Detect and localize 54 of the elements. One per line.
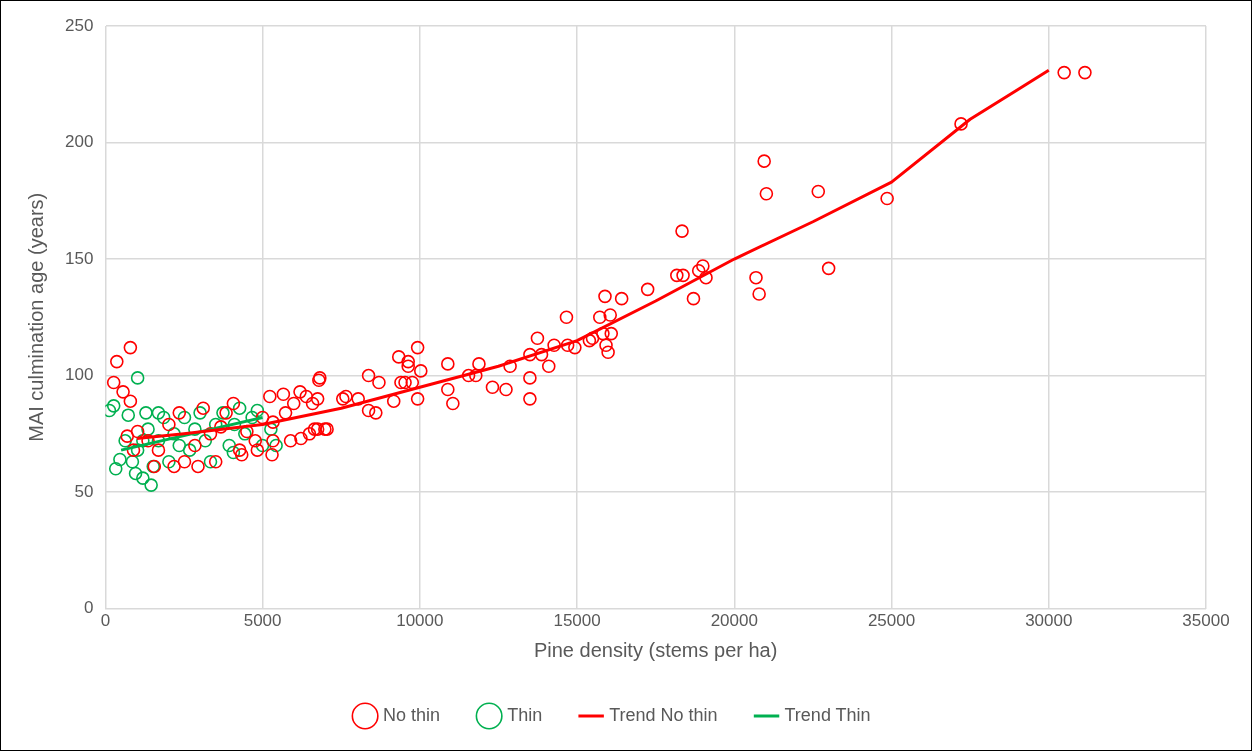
y-tick-label: 150: [64, 248, 94, 268]
point: [128, 466, 143, 481]
x-tick-label: 30000: [1025, 611, 1073, 631]
point: [130, 443, 145, 457]
y-tick-label: 200: [64, 132, 94, 152]
point: [226, 445, 241, 460]
legend-label: Thin: [507, 704, 543, 725]
point: [203, 454, 218, 469]
point: [125, 454, 140, 469]
y-axis-title: MAI culmination age (years): [24, 192, 47, 442]
point: [156, 410, 171, 425]
point: [108, 461, 123, 476]
y-tick-label: 0: [83, 598, 94, 618]
point: [162, 454, 176, 469]
point: [151, 406, 166, 420]
x-tick-label: 5000: [243, 611, 282, 631]
x-tick-label: 15000: [553, 611, 601, 631]
point: [151, 434, 166, 448]
point: [106, 399, 121, 413]
point: [222, 438, 237, 453]
legend-label: Trend No thin: [609, 704, 718, 725]
point: [264, 422, 278, 436]
legend-label: Trend Thin: [784, 704, 871, 725]
x-tick-label: 10000: [396, 611, 444, 631]
point: [193, 406, 207, 420]
x-tick-label: 0: [100, 611, 111, 631]
y-tick-label: 250: [64, 15, 94, 35]
point: [250, 403, 265, 418]
point: [130, 371, 145, 385]
point: [167, 427, 181, 441]
point: [141, 422, 155, 436]
point: [172, 438, 187, 453]
point: [198, 434, 213, 448]
y-tick-label: 100: [64, 365, 94, 385]
point: [232, 401, 247, 415]
x-tick-label: 25000: [867, 611, 916, 631]
x-axis-title: Pine density (stems per ha): [533, 638, 778, 661]
point: [245, 410, 259, 425]
point: [136, 471, 150, 485]
point: [255, 438, 270, 453]
point: [269, 438, 283, 453]
point: [139, 406, 153, 420]
y-tick-label: 50: [74, 481, 94, 501]
point: [118, 434, 132, 448]
point: [113, 452, 127, 467]
point: [144, 478, 158, 492]
point: [227, 417, 242, 432]
point: [121, 408, 136, 422]
x-tick-label: 20000: [710, 611, 758, 631]
legend-label: No thin: [383, 704, 441, 725]
point: [188, 422, 202, 436]
x-tick-label: 35000: [1182, 611, 1230, 631]
point: [177, 410, 192, 425]
point: [182, 443, 197, 457]
